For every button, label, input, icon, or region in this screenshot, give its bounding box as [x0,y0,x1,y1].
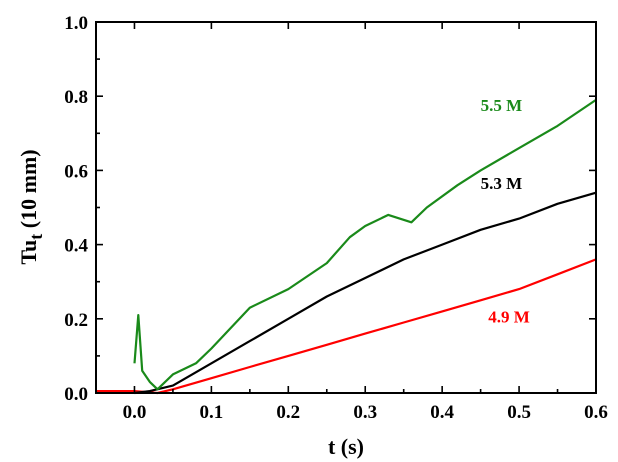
y-axis-title-unit: (10 mm) [16,149,41,233]
tick-layer: 0.0 0.1 0.2 0.3 0.4 0.5 0.6 0.0 0.2 0.4 0.6 0.8 1.0 [64,13,608,423]
x-tick-label: 0.3 [353,402,377,423]
y-tick-label: 1.0 [64,13,88,34]
y-axis-title-main: Tu [16,240,41,265]
y-tick-label: 0.8 [64,87,88,108]
y-axis-title-sub: t [26,234,46,240]
x-tick-label: 0.0 [123,402,147,423]
series-line-1 [134,191,597,395]
series-layer [96,98,597,395]
x-tick-label: 0.1 [200,402,224,423]
series-line-2 [133,98,597,391]
x-tick-label: 0.2 [276,402,300,423]
y-tick-label: 0.0 [64,384,88,405]
x-axis-title: t (s) [328,434,364,459]
series-label-0: 5.5 M [481,96,523,115]
annotation-layer: 5.5 M 5.3 M 4.9 M [481,96,530,326]
series-label-2: 4.9 M [488,308,530,327]
x-tick-label: 0.5 [507,402,531,423]
plot-frame [95,21,597,394]
y-axis-title: Tut (10 mm) [16,149,46,264]
y-tick-label: 0.2 [64,310,88,331]
y-tick-label: 0.4 [64,236,88,257]
x-tick-label: 0.4 [430,402,454,423]
y-tick-label: 0.6 [64,161,88,182]
series-label-1: 5.3 M [481,174,523,193]
series-line-0 [96,258,597,395]
x-tick-label: 0.6 [584,402,608,423]
